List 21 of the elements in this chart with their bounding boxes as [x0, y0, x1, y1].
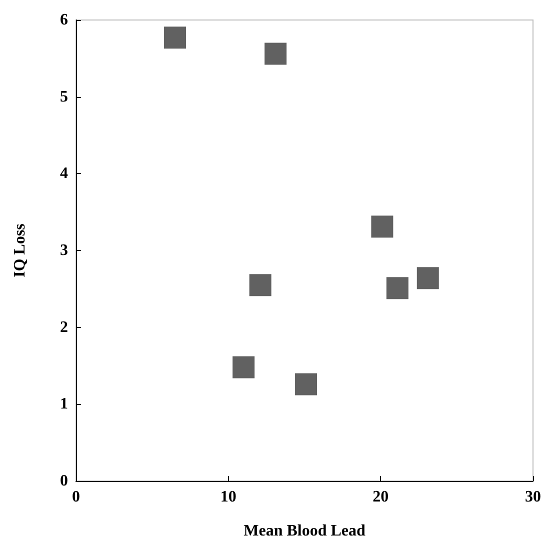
- y-tick-label: 6: [60, 12, 68, 28]
- y-tick-label: 1: [60, 396, 68, 413]
- x-tick-label: 30: [525, 488, 541, 506]
- y-tick-label: 4: [60, 165, 68, 182]
- y-tick-label: 0: [60, 472, 68, 490]
- x-tick-label: 0: [72, 488, 80, 506]
- y-axis-title: IQ Loss: [12, 224, 28, 278]
- point: [371, 216, 394, 238]
- point: [249, 274, 272, 296]
- y-tick-label: 2: [60, 318, 68, 336]
- x-tick-label: 20: [372, 488, 389, 506]
- point: [416, 267, 439, 290]
- y-tick-label: 3: [60, 242, 68, 259]
- point: [264, 42, 287, 65]
- point: [232, 356, 255, 378]
- x-axis-title: Mean Blood Lead: [244, 522, 366, 540]
- point: [386, 277, 408, 300]
- x-tick-label: 10: [220, 488, 236, 506]
- point: [164, 26, 186, 49]
- y-tick-label: 5: [60, 88, 68, 106]
- point: [295, 373, 318, 396]
